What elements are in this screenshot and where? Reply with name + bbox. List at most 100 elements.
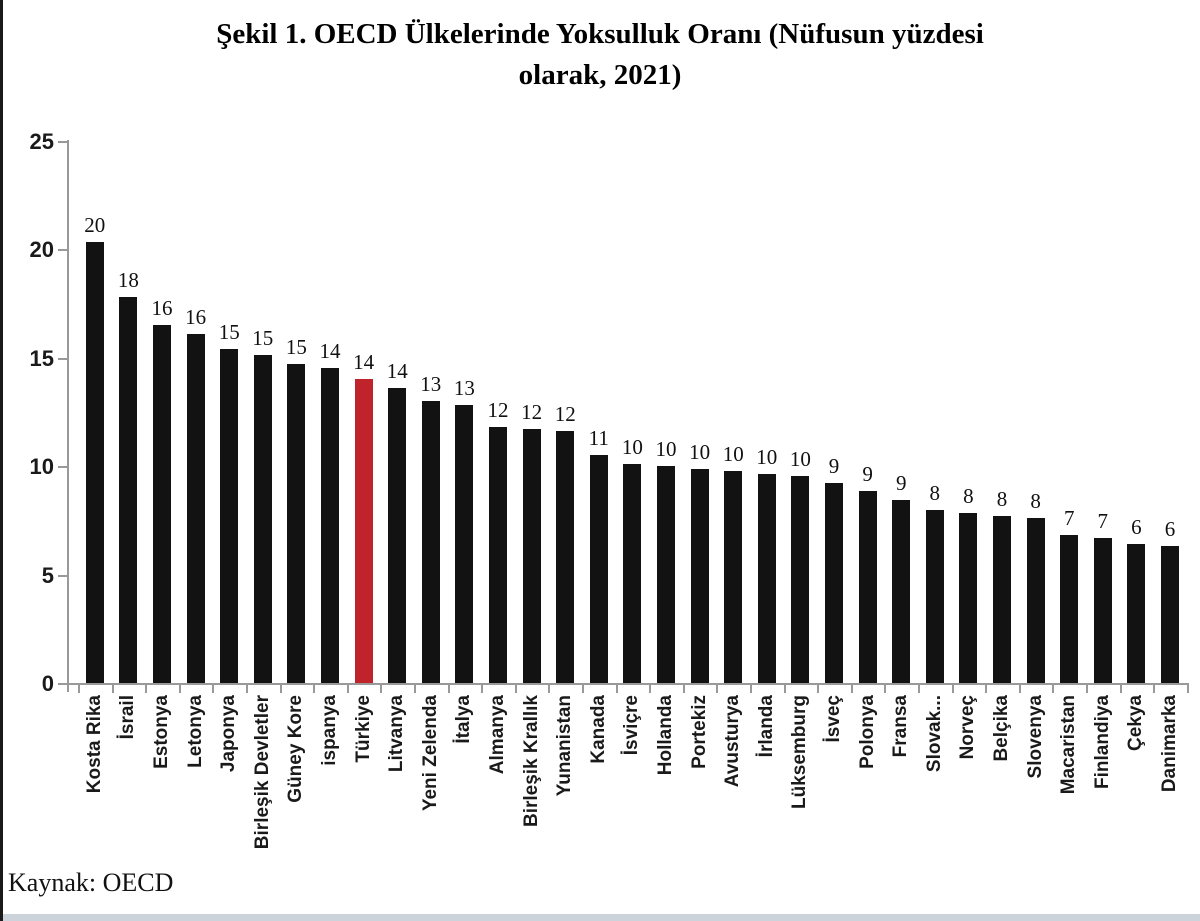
y-axis-tick — [58, 574, 68, 577]
bar-i-rlanda — [757, 473, 776, 683]
x-axis-label: Güney Kore — [285, 695, 307, 803]
x-axis-label: İsrail — [117, 695, 139, 740]
x-axis-label: İtalya — [453, 695, 475, 744]
page-bottom-border — [0, 914, 1200, 921]
x-axis-label: Lüksemburg — [789, 695, 811, 810]
x-axis-tick — [1119, 685, 1122, 693]
bar-value-label: 13 — [453, 376, 475, 401]
x-axis-label: Kanada — [587, 695, 609, 764]
x-axis-label: Slovak... — [923, 695, 945, 773]
bar-value-label: 10 — [789, 446, 811, 471]
y-axis-label: 10 — [29, 454, 54, 479]
bar-norveç — [959, 512, 978, 683]
x-axis-label: İsviçre — [621, 695, 643, 756]
x-axis-label: Birleşik Devletler — [251, 695, 273, 850]
bar-estonya — [153, 324, 171, 683]
bar-avusturya — [724, 471, 743, 683]
bar-yeni-zelenda — [421, 400, 440, 683]
bar-value-label: 16 — [185, 304, 207, 329]
x-axis-label: Litvanya — [386, 695, 408, 773]
bar-value-label: 10 — [722, 442, 744, 467]
bar-polonya — [858, 490, 877, 683]
x-axis-tick — [414, 685, 416, 693]
y-axis-line — [67, 140, 69, 692]
y-axis-label: 0 — [41, 671, 54, 696]
bar-value-label: 8 — [929, 481, 941, 506]
bar-value-label: 9 — [895, 470, 907, 495]
bar-value-label: 12 — [487, 397, 509, 422]
x-axis-label: Polonya — [856, 695, 878, 769]
x-axis-label: Almanya — [487, 695, 508, 775]
bar-kosta-rika — [85, 242, 104, 683]
x-axis-label: Letonya — [184, 695, 206, 768]
y-axis-label: 5 — [41, 562, 54, 588]
x-axis-label: Danimarka — [1159, 695, 1180, 793]
x-axis-label: Fransa — [890, 695, 912, 758]
x-axis-tick — [750, 685, 752, 693]
bar-kanada — [589, 455, 608, 683]
x-axis-label: ispanya — [319, 695, 340, 766]
x-axis-tick — [313, 685, 316, 693]
bar-belçika — [993, 515, 1011, 683]
x-axis-label: Portekiz — [688, 695, 710, 769]
bar-birleşik-devletler — [253, 355, 272, 683]
x-axis-label: Japonya — [218, 695, 240, 773]
x-axis-tick — [1153, 685, 1156, 693]
x-axis-label: İsveç — [823, 695, 844, 743]
bar-value-label: 7 — [1063, 506, 1075, 531]
x-axis-label: Belçika — [991, 695, 1012, 762]
x-axis-label: Finlandiya — [1091, 695, 1113, 789]
bar-value-label: 15 — [218, 319, 240, 344]
x-axis-tick — [582, 685, 584, 693]
bar-value-label: 13 — [420, 371, 442, 396]
x-axis-tick — [951, 685, 954, 693]
x-axis-label: Türkiye — [352, 695, 374, 763]
bar-value-label: 15 — [285, 335, 307, 359]
bar-value-label: 14 — [386, 358, 408, 383]
bar-value-label: 8 — [996, 486, 1008, 511]
bar-value-label: 8 — [963, 483, 974, 508]
x-axis-tick — [514, 685, 517, 693]
bar-value-label: 10 — [621, 434, 643, 459]
x-axis-tick — [1018, 685, 1021, 693]
x-axis-tick — [212, 685, 215, 693]
bar-value-label: 18 — [117, 267, 139, 292]
bar-ispanya — [321, 368, 339, 683]
x-axis-label: Kosta Rika — [83, 695, 105, 794]
bar-value-label: 6 — [1131, 515, 1142, 540]
y-axis-label: 20 — [29, 237, 54, 262]
x-axis-tick — [682, 685, 685, 693]
x-axis-label: Norveç — [957, 695, 979, 760]
x-axis-tick — [1086, 685, 1088, 693]
x-axis-label: Avusturya — [722, 695, 744, 788]
bar-value-label: 6 — [1164, 517, 1176, 542]
bar-portekiz — [690, 469, 709, 683]
x-axis-tick — [615, 685, 618, 693]
bar-value-label: 16 — [151, 295, 173, 320]
x-axis-label: İrlanda — [755, 695, 777, 758]
x-axis-label: Macaristan — [1058, 695, 1080, 795]
x-axis-tick — [380, 685, 383, 693]
bar-value-label: 10 — [655, 437, 677, 461]
bar-japonya — [220, 348, 239, 683]
x-axis-tick — [817, 685, 820, 693]
bar-value-label: 7 — [1097, 508, 1109, 533]
bar-i-srail — [119, 296, 138, 683]
y-axis-tick — [58, 357, 68, 360]
x-axis-tick — [178, 685, 181, 693]
bar-value-label: 14 — [353, 350, 375, 375]
bar-i-sviçre — [623, 463, 642, 683]
x-axis-label: Çekya — [1125, 695, 1147, 751]
bar-value-label: 15 — [252, 326, 274, 351]
x-axis-tick — [918, 685, 920, 693]
source-note: Kaynak: OECD — [8, 868, 174, 897]
bar-value-label: 9 — [828, 454, 840, 479]
bar-value-label: 12 — [554, 402, 576, 427]
x-axis-tick — [246, 685, 248, 693]
y-axis-tick — [58, 140, 68, 143]
bar-value-label: 14 — [319, 339, 341, 364]
x-axis-label: Birleşik Krallık — [520, 695, 542, 828]
bar-birleşik-krallık — [522, 429, 541, 683]
bar-fransa — [892, 499, 911, 683]
